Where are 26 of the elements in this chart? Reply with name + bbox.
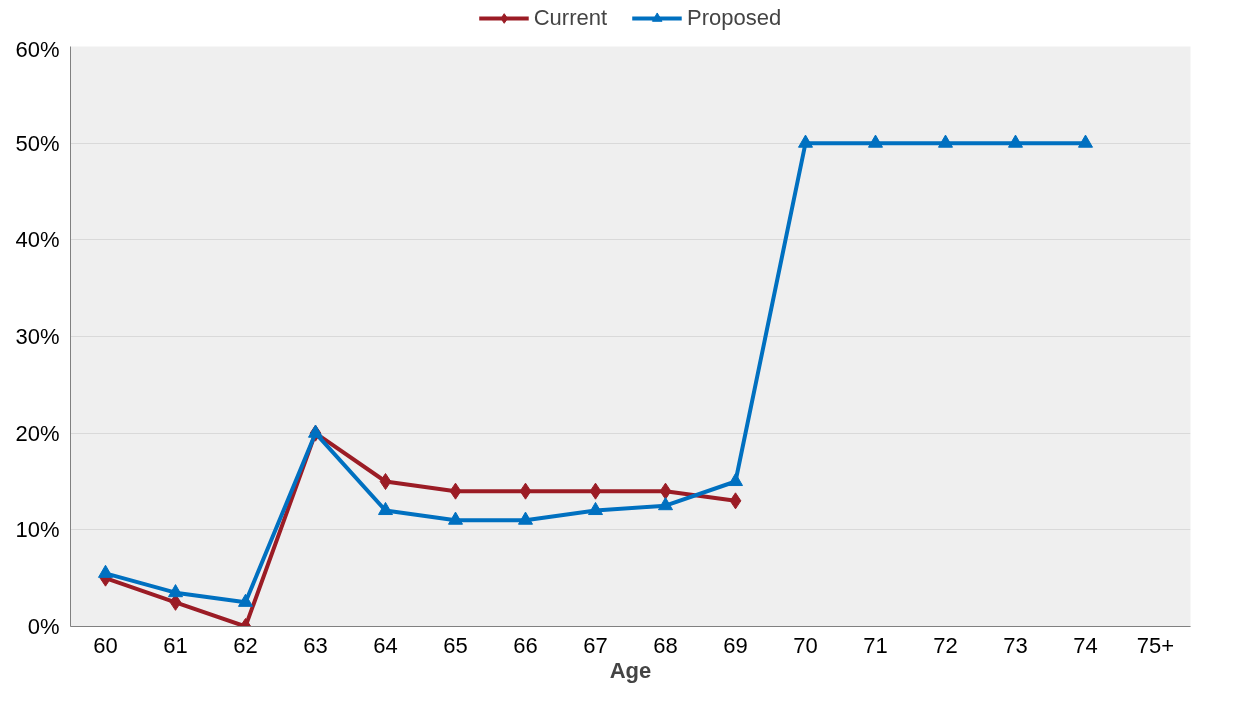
x-tick-label: 60 [93,632,118,658]
legend-label: Proposed [687,5,782,31]
x-tick-label: 71 [863,632,888,658]
x-tick-label: 62 [233,632,258,658]
y-tick-label: 50% [15,130,60,156]
x-tick-label: 68 [653,632,678,658]
y-tick-label: 10% [15,517,60,543]
x-tick-label: 70 [793,632,818,658]
y-tick-label: 0% [27,614,60,639]
x-tick-label: 73 [1003,632,1028,658]
x-tick-label: 65 [443,632,468,658]
x-tick-label: 75+ [1136,632,1175,658]
x-tick-label: 63 [303,632,328,658]
x-tick-label: 67 [583,632,608,658]
x-tick-label: 74 [1073,632,1098,658]
legend-label: Current [533,5,608,31]
y-tick-label: 60% [15,36,60,62]
y-tick-label: 20% [15,420,60,446]
x-tick-label: 64 [373,632,398,658]
y-tick-label: 30% [15,324,60,349]
x-tick-label: 69 [723,632,748,658]
x-axis-title: Age [609,657,652,683]
x-tick-label: 61 [163,632,188,658]
x-tick-label: 72 [933,632,958,658]
y-tick-label: 40% [15,227,60,253]
x-tick-label: 66 [513,632,538,658]
